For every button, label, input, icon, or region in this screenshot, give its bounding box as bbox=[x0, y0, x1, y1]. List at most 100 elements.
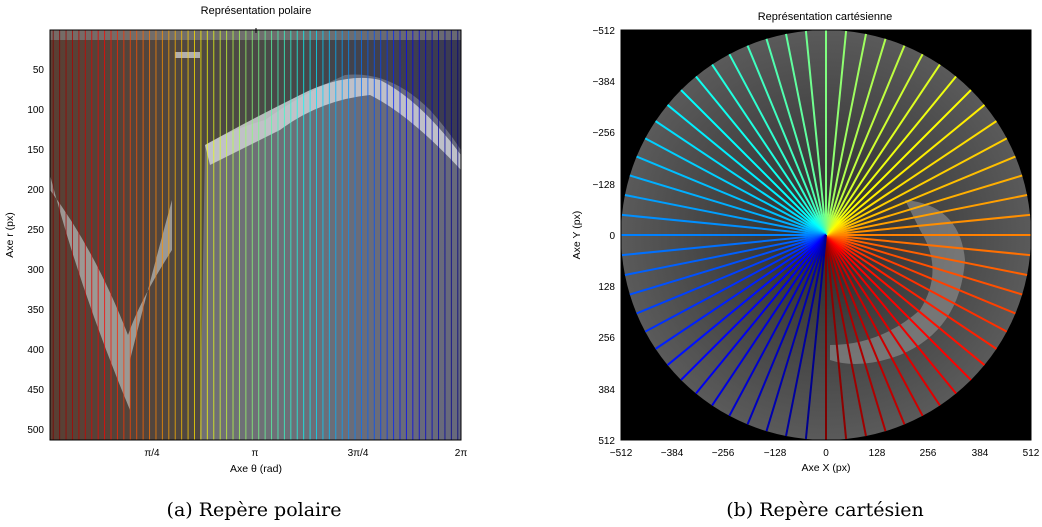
cartesian-ray-line bbox=[765, 234, 827, 432]
cart-ytick-label: −256 bbox=[592, 128, 615, 139]
cartesian-caption: (b) Repère cartésien bbox=[726, 499, 924, 521]
cartesian-ray-line bbox=[825, 213, 1031, 236]
cartesian-ray-line bbox=[666, 104, 827, 236]
polar-ytick-label: 150 bbox=[27, 145, 44, 156]
panel-cartesian: Représentation cartésienne −512 −384 −25… bbox=[571, 11, 1040, 521]
cart-ytick-label: 384 bbox=[598, 385, 615, 396]
cartesian-ray-line bbox=[728, 53, 827, 236]
cartesian-ray-line bbox=[825, 234, 887, 432]
cartesian-ray-line bbox=[825, 234, 957, 395]
polar-xtick-label: 3π/4 bbox=[348, 448, 369, 459]
polar-ylabel: Axe r (px) bbox=[4, 212, 16, 258]
cartesian-ray-line bbox=[746, 45, 827, 236]
cartesian-ray-line bbox=[825, 45, 906, 236]
tissue-edge bbox=[205, 77, 461, 170]
cartesian-ray-line bbox=[825, 234, 998, 350]
cart-ytick-label: 256 bbox=[598, 333, 615, 344]
polar-ytick-label: 200 bbox=[27, 185, 44, 196]
cartesian-ray-line bbox=[644, 234, 827, 333]
cartesian-ray-line bbox=[825, 234, 1016, 315]
cart-xtick-label: −512 bbox=[610, 448, 633, 459]
polar-xtick-label: π/4 bbox=[144, 448, 160, 459]
cartesian-axes-frame bbox=[620, 29, 1032, 441]
cartesian-ray-line bbox=[695, 75, 827, 236]
cartesian-ray-line bbox=[624, 234, 827, 276]
cartesian-ray-line bbox=[621, 213, 827, 236]
cart-xtick-label: 256 bbox=[920, 448, 937, 459]
cartesian-ray-line bbox=[825, 194, 1028, 236]
polar-ytick-label: 500 bbox=[27, 425, 44, 436]
cart-ytick-label: 512 bbox=[598, 436, 615, 447]
cartesian-ray-line bbox=[825, 155, 1016, 236]
cartesian-ticks: −512 −384 −256 −128 0 128 256 384 512 −5… bbox=[592, 26, 1039, 459]
polar-ytick-label: 300 bbox=[27, 265, 44, 276]
polar-xtick-label: 2π bbox=[455, 448, 468, 459]
cart-ytick-label: −384 bbox=[592, 77, 615, 88]
cartesian-ray-line bbox=[825, 53, 924, 236]
cartesian-tissue bbox=[830, 200, 965, 364]
cartesian-ray-line bbox=[825, 33, 867, 236]
cartesian-ray-line bbox=[825, 234, 867, 437]
cartesian-ray-line bbox=[825, 38, 887, 236]
cartesian-ray-line bbox=[825, 75, 957, 236]
polar-ytick-label: 350 bbox=[27, 305, 44, 316]
cart-xtick-label: 128 bbox=[869, 448, 886, 459]
cartesian-ray-line bbox=[785, 33, 827, 236]
polar-xlabel: Axe θ (rad) bbox=[230, 463, 282, 475]
cartesian-ray-line bbox=[680, 89, 827, 236]
cart-ytick-label: −512 bbox=[592, 26, 615, 37]
cartesian-ray-line bbox=[621, 234, 827, 257]
polar-ytick-label: 250 bbox=[27, 225, 44, 236]
cartesian-xlabel: Axe X (px) bbox=[801, 462, 850, 474]
cartesian-ray-line bbox=[825, 174, 1023, 236]
cartesian-ray-line bbox=[636, 155, 827, 236]
cartesian-ray-line bbox=[680, 234, 827, 381]
cart-ytick-label: −128 bbox=[592, 180, 615, 191]
cart-xtick-label: 512 bbox=[1023, 448, 1040, 459]
cartesian-ray-line bbox=[825, 30, 848, 236]
cartesian-ray-line bbox=[825, 89, 972, 236]
panel-polar: Représentation polaire π/4 π 3π/4 2π 50 … bbox=[4, 5, 467, 521]
polar-ytick-label: 100 bbox=[27, 105, 44, 116]
cartesian-ray-line bbox=[825, 104, 986, 236]
cartesian-ray-line bbox=[825, 234, 972, 381]
cart-xtick-label: −384 bbox=[661, 448, 684, 459]
polar-ray-lines bbox=[52, 30, 459, 440]
cartesian-ray-line bbox=[654, 234, 827, 350]
cartesian-ray-line bbox=[728, 234, 827, 417]
cartesian-ray-line bbox=[825, 137, 1008, 236]
cart-ytick-label: 128 bbox=[598, 282, 615, 293]
polar-caption: (a) Repère polaire bbox=[167, 499, 342, 521]
cart-xtick-label: −256 bbox=[712, 448, 735, 459]
cart-xtick-label: 384 bbox=[972, 448, 989, 459]
polar-xtick-label: π bbox=[252, 448, 259, 459]
cartesian-ray-line bbox=[711, 234, 827, 407]
cartesian-ray-line bbox=[825, 234, 1023, 296]
cartesian-ray-line bbox=[804, 234, 827, 440]
cartesian-ray-line bbox=[825, 234, 1028, 276]
cartesian-ray-line bbox=[624, 194, 827, 236]
cartesian-ray-line bbox=[765, 38, 827, 236]
cartesian-ray-line bbox=[825, 234, 986, 366]
cartesian-ray-line bbox=[746, 234, 827, 425]
cartesian-ray-line bbox=[825, 234, 941, 407]
cartesian-ray-line bbox=[711, 63, 827, 236]
polar-ytick-label: 400 bbox=[27, 345, 44, 356]
polar-image bbox=[50, 30, 461, 440]
cartesian-ray-line bbox=[825, 234, 1031, 257]
cart-ytick-label: 0 bbox=[609, 231, 615, 242]
cartesian-ray-line bbox=[804, 30, 827, 236]
cart-xtick-label: −128 bbox=[764, 448, 787, 459]
cartesian-ray-line bbox=[825, 234, 848, 440]
cartesian-ray-line bbox=[825, 63, 941, 236]
cartesian-ray-line bbox=[785, 234, 827, 437]
cartesian-ray-line bbox=[695, 234, 827, 395]
cartesian-ray-line bbox=[629, 234, 827, 296]
cartesian-ray-line bbox=[629, 174, 827, 236]
cartesian-ray-line bbox=[644, 137, 827, 236]
polar-ytick-label: 50 bbox=[33, 65, 45, 76]
polar-title: Représentation polaire bbox=[201, 5, 312, 17]
cartesian-ray-line bbox=[666, 234, 827, 366]
cartesian-ray-line bbox=[825, 234, 1008, 333]
